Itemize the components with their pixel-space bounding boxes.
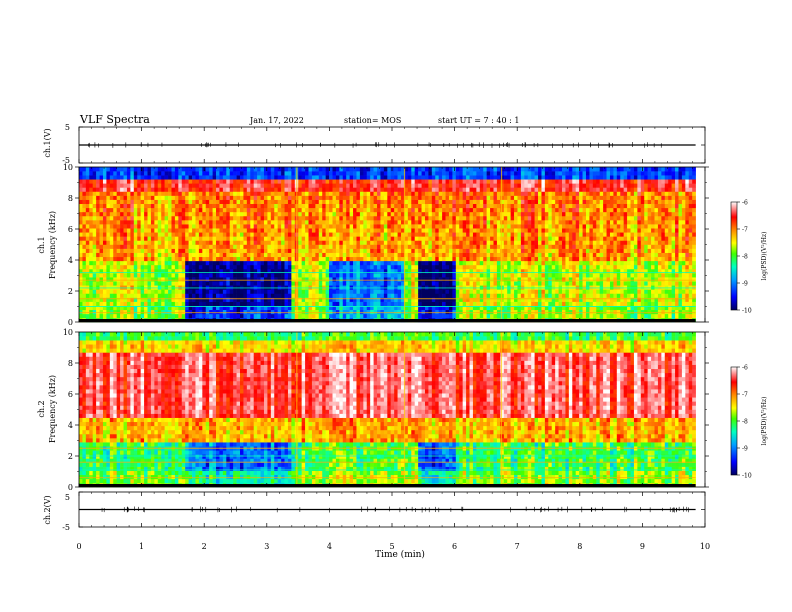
waveform-ch2-ytick-bottom: -5 [62,523,70,532]
colorbar-tick: -6 [742,200,748,207]
colorbar-tick: -6 [742,365,748,372]
waveform-ch1-ytick-top: 5 [65,123,70,132]
spectrogram-ch1-ytick: 6 [68,225,73,234]
colorbar-tick: -9 [742,446,748,453]
colorbar-tick: -8 [742,419,748,426]
spectrogram-ch2-cells [79,332,696,488]
colorbar-tick: -10 [742,308,752,315]
header-start-time: start UT = 7 : 40 : 1 [438,116,519,125]
spectrogram-ch2-ytick: 6 [68,390,73,399]
waveform-ch1-ylabel: ch.1(V) [43,128,52,157]
colorbar-ch1-scale [730,201,738,311]
x-tick-label: 8 [577,542,582,551]
spectrogram-ch2-ylabel-line2: Frequency (kHz) [48,375,57,443]
spectrogram-ch1-cells [79,167,696,323]
spectrogram-panel-ch2: ch.2 Frequency (kHz) 0 2 4 6 8 10 [37,328,709,492]
spectrogram-ch1-ytick: 4 [68,256,73,265]
colorbar-tick: -10 [742,473,752,480]
x-tick-label: 1 [139,542,144,551]
x-tick-label: 2 [202,542,207,551]
waveform-panel-ch2: ch.2(V) 5 -5 [43,491,706,532]
spectrogram-ch1-ytick: 10 [63,163,73,172]
spectrogram-ch2-ytick: 2 [68,452,73,461]
waveform-ch2-ytick-top: 5 [65,493,70,502]
colorbar-tick: -7 [742,392,748,399]
colorbar-tick: -7 [742,227,748,234]
waveform-ch2-ylabel: ch.2(V) [43,495,52,524]
spectrogram-ch2-ytick: 0 [68,483,73,492]
header-station: station= MOS [344,116,401,125]
colorbar-ch2-scale [730,366,738,476]
spectrogram-ch1-ytick: 8 [68,194,73,203]
header-date: Jan. 17, 2022 [249,116,304,125]
spectrogram-ch1-ylabel-line2: Frequency (kHz) [48,211,57,279]
spectrogram-panel-ch1: ch.1 Frequency (kHz) 0 2 4 6 8 10 [37,163,709,327]
time-axis: 0 1 2 3 4 5 6 7 8 9 10 [76,542,710,551]
x-tick-label: 6 [452,542,457,551]
spectrogram-ch2-ytick: 4 [68,421,73,430]
spectrogram-ch2-ytick: 10 [63,328,73,337]
x-tick-label: 0 [76,542,81,551]
x-tick-label: 4 [327,542,332,551]
spectrogram-ch2-ylabel-line1: ch.2 [37,400,46,417]
colorbar-tick: -8 [742,254,748,261]
x-tick-label: 7 [515,542,520,551]
colorbar-ch1-label: log(PSD)(V²/Hz) [761,232,768,281]
figure-title: VLF Spectra [79,113,150,126]
waveform-panel-ch1: ch.1(V) 5 -5 [43,123,706,165]
spectrogram-ch1-ytick: 2 [68,287,73,296]
x-axis-label: Time (min) [375,549,425,560]
colorbar-tick: -9 [742,281,748,288]
spectrogram-ch1-ylabel-line1: ch.1 [37,236,46,253]
spectrogram-ch1-ytick: 0 [68,318,73,327]
waveform-ch1-ytick-bottom: -5 [62,156,70,165]
spectrogram-ch2-ytick: 8 [68,359,73,368]
colorbar-ch2: log(PSD)(V²/Hz) -6 -7 -8 -9 -10 [730,365,768,480]
x-tick-label: 9 [640,542,645,551]
colorbar-ch2-label: log(PSD)(V²/Hz) [761,397,768,446]
colorbar-ch1: log(PSD)(V²/Hz) -6 -7 -8 -9 -10 [730,200,768,315]
x-tick-label: 3 [264,542,269,551]
x-tick-label: 5 [389,542,394,551]
x-tick-label: 10 [700,542,710,551]
